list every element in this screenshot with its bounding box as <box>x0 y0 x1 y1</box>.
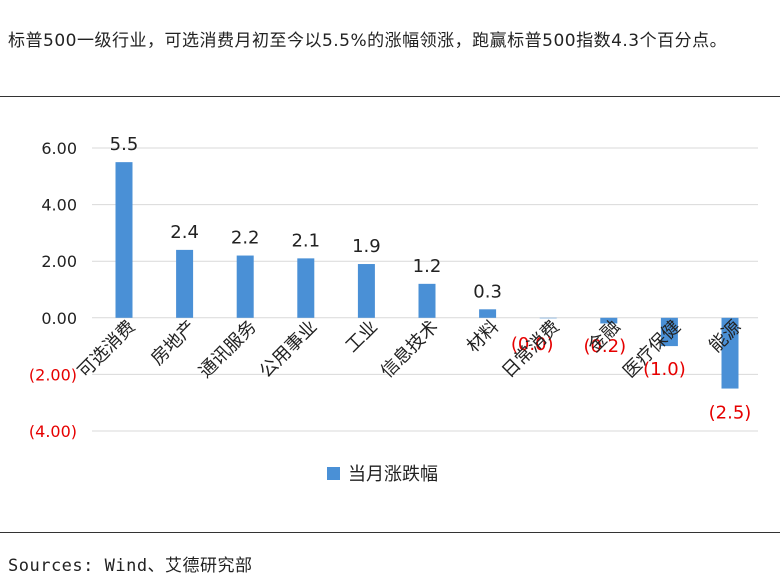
data-label: (0.0) <box>511 334 554 355</box>
source-note: Sources: Wind、艾德研究部 <box>8 556 253 576</box>
data-label: (1.0) <box>643 359 686 380</box>
bar <box>721 317 739 389</box>
data-label: 2.1 <box>291 230 320 251</box>
category-label: 日常消费 <box>498 316 564 382</box>
legend-label: 当月涨跌幅 <box>348 464 438 485</box>
bar <box>357 264 375 318</box>
y-tick-label: 4.00 <box>41 196 77 215</box>
data-label: 1.9 <box>352 236 381 257</box>
bar <box>297 258 315 318</box>
bar-chart: 6.00 4.00 2.00 0.00 (2.00) (4.00) 5.5 可选消费 2.4 房地… <box>29 134 758 485</box>
category-label: 工业 <box>342 316 382 356</box>
category-label: 能源 <box>705 316 745 356</box>
category-label: 可选消费 <box>74 316 140 382</box>
data-label: 2.2 <box>231 228 260 249</box>
bar <box>660 317 678 347</box>
bar <box>115 162 133 318</box>
category-label: 通讯服务 <box>195 316 261 382</box>
bar <box>539 317 557 319</box>
chart-caption: 标普500一级行业，可选消费月初至今以5.5%的涨幅领涨，跑赢标普500指数4.… <box>8 31 728 51</box>
legend-swatch <box>327 467 340 480</box>
data-label: 2.4 <box>170 222 199 243</box>
category-label: 公用事业 <box>256 316 322 382</box>
category-label: 材料 <box>463 316 503 356</box>
data-label: 0.3 <box>473 281 502 302</box>
bar <box>418 283 436 318</box>
bar <box>479 309 497 318</box>
y-tick-label: 2.00 <box>41 252 77 271</box>
top-divider <box>0 96 780 97</box>
y-tick-label: 0.00 <box>41 309 77 328</box>
y-tick-label: (2.00) <box>29 365 77 384</box>
y-tick-label: (4.00) <box>29 422 77 441</box>
data-label: 1.2 <box>413 256 442 277</box>
bar <box>600 317 618 324</box>
data-label: (0.2) <box>583 336 626 357</box>
category-label: 房地产 <box>147 316 200 369</box>
data-label: (2.5) <box>709 403 752 424</box>
bar <box>176 249 194 318</box>
data-label: 5.5 <box>110 134 139 155</box>
category-label: 信息技术 <box>377 316 443 382</box>
y-tick-label: 6.00 <box>41 139 77 158</box>
bottom-divider <box>0 532 780 533</box>
bar <box>236 255 254 318</box>
